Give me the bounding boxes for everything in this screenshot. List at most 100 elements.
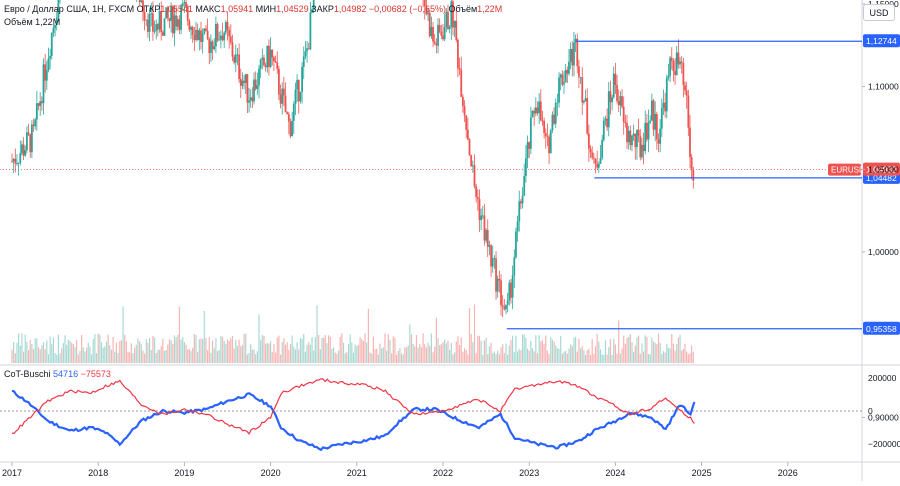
candle-body [470, 155, 473, 167]
candle-body [670, 57, 673, 61]
volume-bar [513, 352, 515, 363]
candle-body [468, 139, 471, 156]
open-label: ОТКР [136, 4, 161, 14]
x-tick-label: 2018 [88, 468, 108, 478]
volume-bar [109, 345, 111, 363]
candle-body [282, 88, 285, 96]
volume-bar [332, 347, 335, 363]
candle-body [689, 127, 691, 158]
volume-bar [226, 339, 229, 363]
volume-bar [81, 335, 83, 363]
volume-bar [502, 344, 504, 363]
candle-body [430, 26, 433, 37]
candle-body [674, 71, 676, 75]
volume-bar [556, 348, 558, 363]
candle-body [589, 148, 592, 153]
candle-body [624, 121, 627, 124]
candle-body [627, 130, 630, 143]
candle-body [574, 38, 577, 43]
candle-body [455, 20, 458, 41]
volume-bar [521, 334, 524, 363]
volume-bar [271, 351, 273, 363]
candle-body [599, 158, 602, 164]
candle-body [40, 101, 43, 104]
candle-body [274, 61, 277, 63]
volume-bar [61, 348, 63, 363]
volume-bar [182, 337, 184, 363]
candle-body [500, 280, 502, 306]
volume-bar [639, 353, 641, 363]
candle-body [201, 33, 204, 42]
last-price-badge [863, 162, 900, 176]
candle-body [45, 70, 48, 81]
currency-button[interactable]: USD [863, 4, 895, 21]
volume-bar [13, 342, 15, 363]
volume-bar [107, 334, 109, 363]
candle-body [660, 108, 663, 129]
candle-body [183, 2, 186, 4]
candle-body [165, 7, 168, 19]
candle-body [17, 163, 20, 164]
candle-body [158, 10, 161, 30]
volume-bar [359, 337, 361, 363]
candle-body [649, 120, 652, 123]
volume-bar [301, 338, 303, 363]
volume-bar [376, 348, 378, 363]
candle-body [181, 3, 184, 7]
candle-body [170, 6, 173, 21]
volume-bar [626, 338, 628, 363]
volume-bar [477, 335, 479, 363]
volume-bar [649, 354, 651, 363]
volume-bar [498, 354, 500, 363]
volume-bar [130, 343, 132, 363]
volume-bar [444, 339, 446, 363]
candle-body [214, 23, 217, 47]
volume-bar [246, 354, 248, 363]
candle-body [423, 0, 426, 7]
x-tick-label: 2022 [433, 468, 453, 478]
volume-bar [510, 340, 512, 363]
volume-bar [37, 347, 40, 363]
volume-bar [667, 347, 670, 363]
volume-bar [437, 338, 439, 363]
candle-body [450, 1, 453, 28]
volume-bar [641, 343, 643, 363]
volume-bar [49, 336, 51, 363]
volume-bar [354, 344, 356, 363]
volume-bar [362, 340, 365, 363]
candle-body [196, 29, 199, 41]
candle-body [286, 112, 289, 115]
volume-bar [594, 346, 597, 363]
volume-bar [94, 334, 96, 363]
volume-bar [77, 354, 79, 363]
candle-body [604, 118, 607, 121]
candle-body [254, 79, 257, 89]
volume-bar [84, 351, 86, 363]
volume-bar [458, 345, 461, 363]
volume-bar [425, 347, 428, 363]
candle-body [206, 30, 209, 39]
candle-body [645, 122, 648, 140]
candle-body [612, 73, 615, 98]
volume-bar [172, 343, 174, 363]
volume-bar [347, 344, 350, 363]
volume-bar [89, 346, 91, 363]
volume-bar [642, 351, 645, 363]
volume-bar [405, 347, 408, 363]
candle-body [617, 101, 620, 106]
volume-bar [394, 337, 396, 363]
candle-body [427, 12, 429, 15]
candle-body [561, 74, 564, 85]
volume-bar [87, 342, 89, 363]
volume-bar [331, 349, 333, 363]
volume-bar [314, 337, 316, 363]
candle-body [30, 124, 33, 153]
volume-bar [488, 346, 491, 363]
high-label: МАКС [195, 4, 221, 14]
candle-body [637, 129, 640, 136]
volume-bar [400, 353, 403, 363]
volume-bar [346, 352, 348, 363]
candle-body [680, 61, 683, 63]
